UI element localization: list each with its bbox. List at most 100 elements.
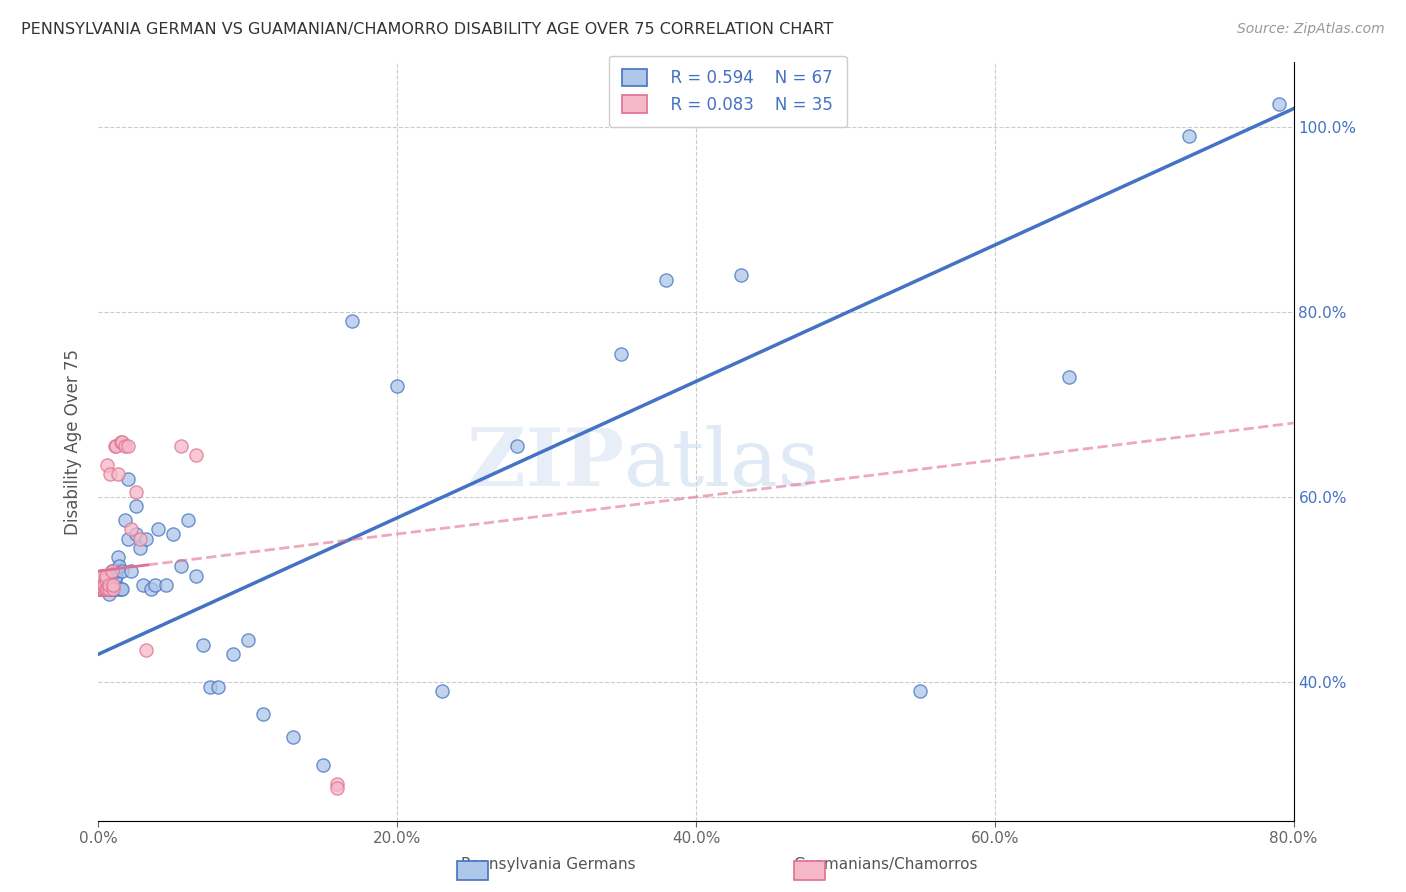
Point	[169, 439, 191, 453]
Point	[110, 582, 132, 597]
Point	[111, 434, 134, 449]
Point	[104, 582, 127, 597]
Point	[107, 467, 129, 481]
Point	[222, 647, 245, 661]
Point	[90, 578, 112, 592]
Point	[655, 273, 678, 287]
Text: Guamanians/Chamorros: Guamanians/Chamorros	[793, 857, 979, 872]
Point	[96, 582, 118, 597]
Point	[177, 513, 200, 527]
Text: atlas: atlas	[624, 425, 820, 503]
Point	[93, 582, 115, 597]
Point	[98, 568, 122, 582]
Point	[91, 568, 114, 582]
Point	[135, 642, 157, 657]
Point	[120, 522, 142, 536]
Point	[730, 268, 752, 282]
Point	[103, 578, 125, 592]
Point	[98, 582, 122, 597]
Point	[97, 587, 120, 601]
Point	[94, 568, 117, 582]
Point	[1178, 129, 1201, 144]
Point	[120, 564, 142, 578]
Point	[129, 541, 152, 555]
Text: Pennsylvania Germans: Pennsylvania Germans	[461, 857, 636, 872]
Y-axis label: Disability Age Over 75: Disability Age Over 75	[65, 349, 83, 534]
Point	[91, 573, 114, 587]
Point	[125, 485, 148, 500]
Point	[89, 582, 111, 597]
Point	[125, 500, 148, 514]
Point	[191, 638, 214, 652]
Point	[91, 578, 114, 592]
Point	[114, 439, 136, 453]
Point	[94, 582, 117, 597]
Point	[148, 522, 170, 536]
Point	[236, 633, 259, 648]
Point	[103, 582, 125, 597]
Point	[101, 564, 124, 578]
Point	[91, 582, 114, 597]
Point	[90, 582, 112, 597]
Point	[101, 573, 124, 587]
Point	[97, 582, 120, 597]
Point	[184, 449, 207, 463]
Point	[129, 532, 152, 546]
Point	[610, 347, 633, 361]
Point	[1059, 369, 1081, 384]
Text: PENNSYLVANIA GERMAN VS GUAMANIAN/CHAMORRO DISABILITY AGE OVER 75 CORRELATION CHA: PENNSYLVANIA GERMAN VS GUAMANIAN/CHAMORR…	[21, 22, 834, 37]
Point	[96, 458, 118, 472]
Point	[169, 559, 191, 574]
Point	[103, 573, 125, 587]
Point	[97, 582, 120, 597]
Point	[89, 582, 111, 597]
Point	[143, 578, 166, 592]
Point	[104, 439, 127, 453]
Point	[111, 564, 134, 578]
Point	[105, 568, 128, 582]
Point	[93, 578, 115, 592]
Text: Source: ZipAtlas.com: Source: ZipAtlas.com	[1237, 22, 1385, 37]
Point	[96, 582, 118, 597]
Point	[93, 578, 115, 592]
Point	[430, 684, 453, 698]
Point	[200, 680, 222, 694]
Legend:   R = 0.594    N = 67,   R = 0.083    N = 35: R = 0.594 N = 67, R = 0.083 N = 35	[609, 55, 846, 127]
Point	[101, 564, 124, 578]
Point	[184, 568, 207, 582]
Point	[132, 578, 155, 592]
Point	[117, 471, 139, 485]
Point	[89, 582, 111, 597]
Point	[162, 527, 184, 541]
Point	[94, 582, 117, 597]
Point	[111, 582, 134, 597]
Point	[117, 439, 139, 453]
Point	[98, 467, 122, 481]
Point	[107, 550, 129, 565]
Point	[326, 777, 349, 791]
Point	[110, 434, 132, 449]
Point	[108, 559, 131, 574]
Point	[207, 680, 229, 694]
Point	[104, 573, 127, 587]
Point	[1267, 97, 1289, 112]
Point	[155, 578, 177, 592]
Point	[105, 564, 128, 578]
Point	[139, 582, 162, 597]
Point	[94, 568, 117, 582]
Point	[252, 707, 274, 722]
Point	[385, 379, 409, 393]
Point	[342, 314, 364, 328]
Point	[135, 532, 157, 546]
Point	[105, 439, 128, 453]
Point	[94, 573, 117, 587]
Point	[117, 532, 139, 546]
Point	[506, 439, 529, 453]
Point	[94, 573, 117, 587]
Point	[125, 527, 148, 541]
Point	[103, 564, 125, 578]
Point	[93, 582, 115, 597]
Point	[107, 582, 129, 597]
Point	[326, 781, 349, 796]
Point	[103, 582, 125, 597]
